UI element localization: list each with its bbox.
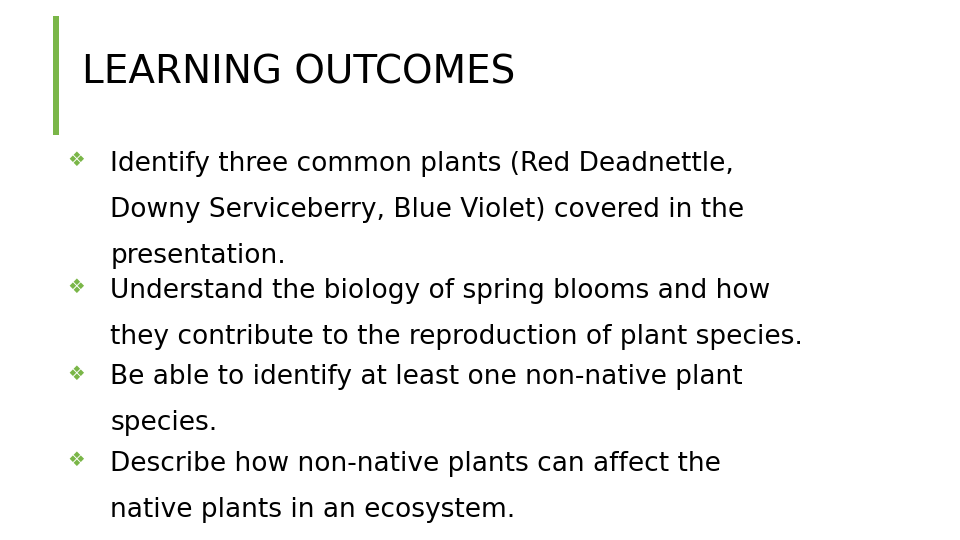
Text: Understand the biology of spring blooms and how: Understand the biology of spring blooms … [110, 278, 771, 304]
Text: presentation.: presentation. [110, 243, 286, 269]
Text: native plants in an ecosystem.: native plants in an ecosystem. [110, 497, 516, 523]
Text: Identify three common plants (Red Deadnettle,: Identify three common plants (Red Deadne… [110, 151, 734, 177]
Text: LEARNING OUTCOMES: LEARNING OUTCOMES [82, 54, 515, 92]
Text: ❖: ❖ [67, 364, 84, 383]
Text: species.: species. [110, 410, 218, 436]
Text: ❖: ❖ [67, 278, 84, 297]
Text: they contribute to the reproduction of plant species.: they contribute to the reproduction of p… [110, 324, 804, 350]
Text: Be able to identify at least one non-native plant: Be able to identify at least one non-nat… [110, 364, 743, 390]
Text: ❖: ❖ [67, 151, 84, 170]
Text: Describe how non-native plants can affect the: Describe how non-native plants can affec… [110, 451, 721, 477]
FancyBboxPatch shape [53, 16, 59, 135]
Text: Downy Serviceberry, Blue Violet) covered in the: Downy Serviceberry, Blue Violet) covered… [110, 197, 745, 223]
Text: ❖: ❖ [67, 451, 84, 470]
